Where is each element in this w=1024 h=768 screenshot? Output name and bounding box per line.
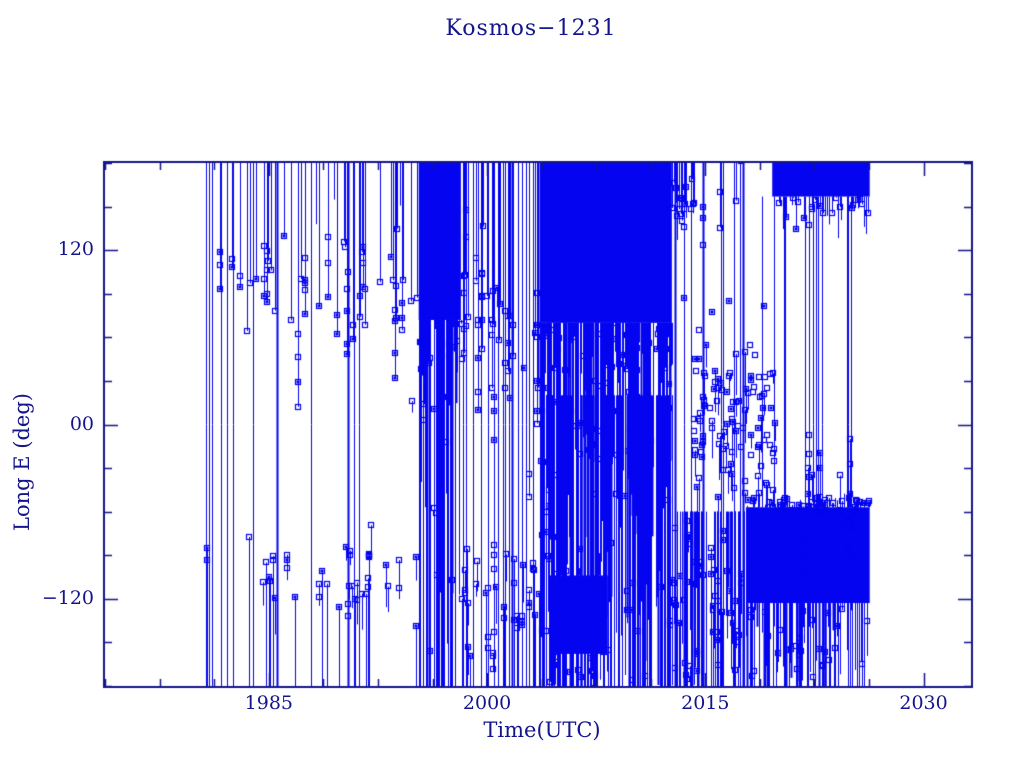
y-tick-label: 00: [69, 412, 94, 435]
x-tick-label: 2015: [681, 692, 730, 714]
chart-title: Kosmos−1231: [445, 16, 617, 41]
y-tick-label: 120: [57, 238, 94, 261]
x-tick-label: 1985: [244, 692, 294, 714]
x-tick-label: 2000: [462, 692, 512, 714]
x-axis-label: Time(UTC): [483, 718, 601, 742]
y-tick-label: −120: [41, 586, 94, 609]
x-tick-label: 2030: [899, 692, 948, 714]
